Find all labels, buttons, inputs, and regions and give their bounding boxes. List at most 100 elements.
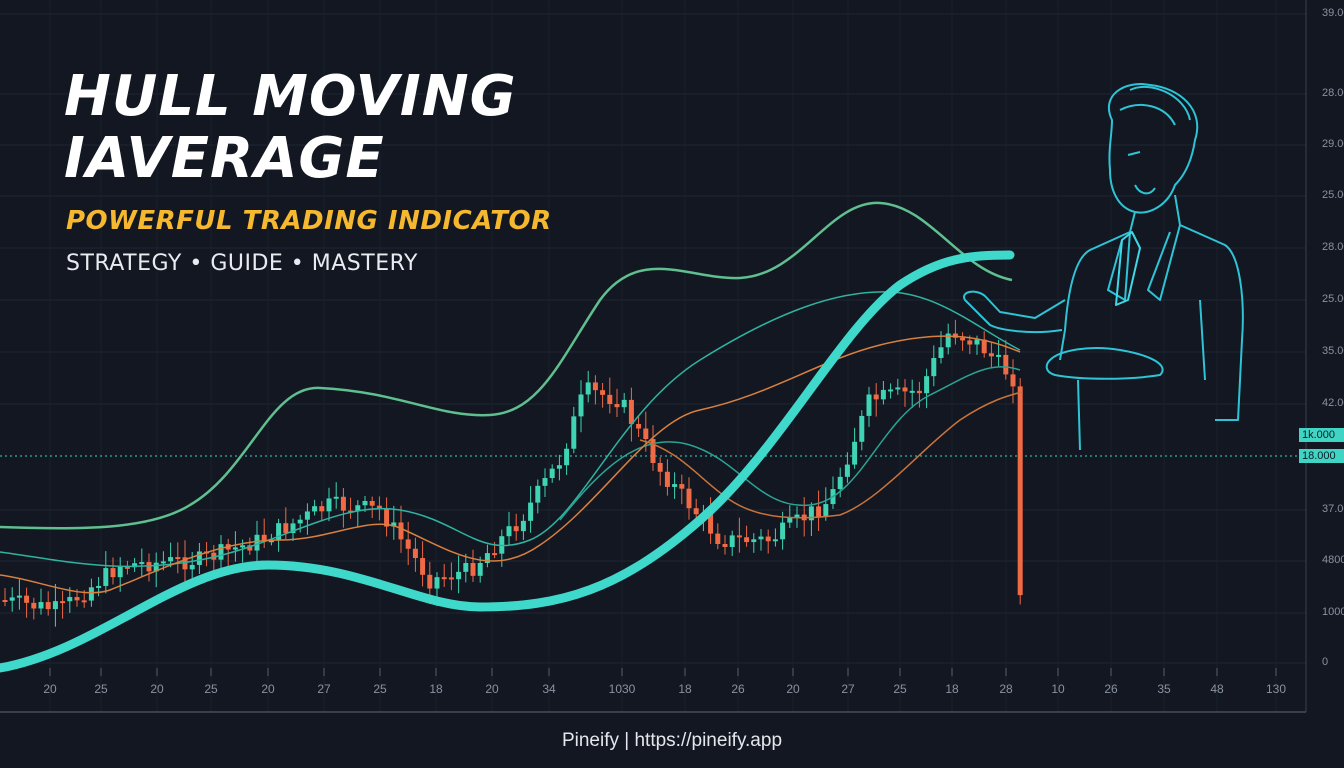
candle-body bbox=[902, 387, 908, 392]
candle-body bbox=[585, 382, 591, 395]
candle-body bbox=[542, 478, 548, 486]
x-axis-label: 26 bbox=[731, 682, 745, 696]
x-axis-label: 20 bbox=[43, 682, 57, 696]
candle-body bbox=[664, 471, 670, 487]
candle-body bbox=[434, 577, 440, 589]
candle-body bbox=[592, 382, 598, 391]
teal-ma-line-2 bbox=[559, 366, 1021, 521]
orange-ma-line bbox=[0, 335, 1021, 594]
candle-body bbox=[535, 485, 541, 503]
footer-credit: Pineify | https://pineify.app bbox=[561, 730, 783, 751]
candle-body bbox=[362, 500, 368, 506]
candle-body bbox=[722, 543, 728, 547]
candle-body bbox=[736, 535, 742, 538]
candle-body bbox=[873, 394, 879, 400]
candle-body bbox=[780, 522, 786, 540]
candle-body bbox=[420, 558, 426, 575]
candle-body bbox=[276, 523, 282, 541]
candle-body bbox=[837, 476, 843, 490]
candle-body bbox=[938, 347, 944, 358]
candle-body bbox=[139, 562, 145, 565]
x-axis-label: 25 bbox=[893, 682, 907, 696]
candle-body bbox=[405, 539, 411, 549]
candle-body bbox=[60, 601, 66, 604]
page-title: HULL MOVING IAVERAGE bbox=[64, 66, 517, 190]
candle-body bbox=[996, 354, 1002, 357]
candle-body bbox=[211, 552, 217, 560]
candle-body bbox=[240, 545, 246, 548]
candle-body bbox=[45, 602, 51, 610]
candle-body bbox=[477, 562, 483, 576]
x-axis-label: 25 bbox=[94, 682, 108, 696]
candle-body bbox=[988, 353, 994, 357]
candle-body bbox=[290, 523, 296, 534]
candle-body bbox=[571, 416, 577, 449]
candle-body bbox=[960, 337, 966, 341]
candle-body bbox=[578, 394, 584, 417]
candle-body bbox=[398, 522, 404, 540]
candle-body bbox=[182, 557, 188, 570]
candle-body bbox=[232, 547, 238, 550]
title-line-1: HULL MOVING bbox=[64, 64, 517, 129]
x-axis-label: 18 bbox=[429, 682, 443, 696]
y-axis-label: 0 bbox=[1322, 656, 1329, 668]
candle-body bbox=[974, 339, 980, 345]
teal-ma-line bbox=[0, 291, 1021, 568]
candle-body bbox=[506, 526, 512, 537]
candle-body bbox=[103, 568, 109, 586]
x-axis-label: 28 bbox=[999, 682, 1013, 696]
candle-body bbox=[463, 562, 469, 572]
candle-body bbox=[146, 562, 152, 572]
candle-body bbox=[621, 399, 627, 408]
candle-body bbox=[254, 534, 260, 551]
candle-body bbox=[297, 519, 303, 524]
candle-body bbox=[636, 423, 642, 429]
candle-body bbox=[520, 520, 526, 532]
candle-body bbox=[247, 545, 253, 551]
candle-body bbox=[369, 500, 375, 506]
candle-body bbox=[564, 448, 570, 466]
candle-body bbox=[693, 508, 699, 515]
y-axis-label: 35.000 bbox=[1322, 345, 1344, 357]
candle-body bbox=[686, 488, 692, 509]
candle-body bbox=[189, 564, 195, 570]
subtitle: POWERFUL TRADING INDICATOR bbox=[66, 206, 552, 236]
price-badge: 1k.000 bbox=[1299, 428, 1344, 442]
candle-body bbox=[916, 390, 922, 394]
candle-body bbox=[751, 539, 757, 543]
candle-body bbox=[888, 389, 894, 392]
candle-body bbox=[852, 441, 858, 465]
y-axis-label: 25.000 bbox=[1322, 189, 1344, 201]
y-axis-label: 28.000 bbox=[1322, 241, 1344, 253]
candle-body bbox=[607, 394, 613, 405]
candle-body bbox=[67, 597, 73, 602]
candle-body bbox=[672, 484, 678, 487]
x-axis-label: 27 bbox=[317, 682, 331, 696]
candle-body bbox=[924, 376, 930, 394]
candle-body bbox=[117, 566, 123, 578]
candle-body bbox=[268, 540, 274, 543]
x-axis-label: 10 bbox=[1051, 682, 1065, 696]
candle-body bbox=[945, 333, 951, 348]
grid-lines bbox=[0, 13, 1306, 676]
candle-body bbox=[376, 505, 382, 509]
y-axis-label: 42.000 bbox=[1322, 397, 1344, 409]
candle-body bbox=[391, 522, 397, 527]
x-axis-label: 48 bbox=[1210, 682, 1224, 696]
x-axis-label: 130 bbox=[1265, 682, 1287, 696]
candle-body bbox=[88, 587, 94, 601]
candle-body bbox=[708, 514, 714, 534]
candle-body bbox=[549, 468, 555, 479]
candle-body bbox=[628, 399, 634, 424]
candle-body bbox=[16, 595, 22, 598]
candle-body bbox=[38, 602, 44, 609]
candle-body bbox=[384, 508, 390, 527]
candle-body bbox=[153, 562, 159, 572]
x-axis-label: 35 bbox=[1157, 682, 1171, 696]
candle-body bbox=[326, 498, 332, 512]
candle-body bbox=[2, 600, 8, 602]
candle-body bbox=[823, 504, 829, 517]
y-axis-label: 28.000 bbox=[1322, 87, 1344, 99]
candle-body bbox=[772, 539, 778, 542]
